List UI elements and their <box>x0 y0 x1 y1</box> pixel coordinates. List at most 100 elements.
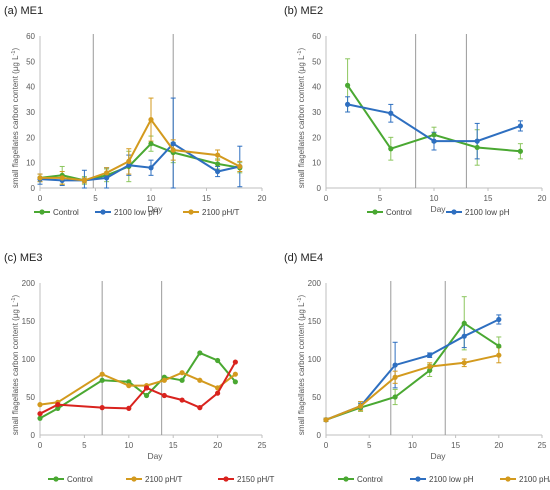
x-tick-label: 10 <box>147 194 156 203</box>
chart-title: (d) ME4 <box>284 252 323 264</box>
y-tick-label: 100 <box>22 355 36 364</box>
y-tick-label: 0 <box>317 184 322 193</box>
y-tick-label: 10 <box>312 159 321 168</box>
y-axis-label-main: small flagellates carbon content (µg L <box>11 55 20 188</box>
x-tick-label: 5 <box>378 194 383 203</box>
series-line-2100-ph-t <box>39 371 237 406</box>
data-point <box>357 403 364 409</box>
y-tick-label: 30 <box>312 108 321 117</box>
y-axis-label-tail: ) <box>297 48 306 51</box>
x-tick-label: 15 <box>169 441 178 450</box>
x-tick-label: 0 <box>324 441 329 450</box>
data-point <box>345 82 351 88</box>
data-point <box>431 138 437 144</box>
data-point <box>99 371 105 377</box>
data-point <box>392 374 398 380</box>
y-tick-label: 20 <box>26 133 35 142</box>
data-point <box>461 320 467 326</box>
x-tick-label: 20 <box>258 194 267 203</box>
x-axis-label: Day <box>147 451 163 461</box>
data-point <box>388 110 394 116</box>
x-tick-label: 15 <box>202 194 211 203</box>
x-tick-label: 20 <box>538 194 547 203</box>
data-point <box>55 405 61 411</box>
legend-swatch-marker <box>53 476 59 482</box>
data-point <box>215 168 221 175</box>
data-point <box>126 379 132 385</box>
legend-label: 2100 low pH <box>429 475 474 484</box>
y-axis-label: small flagellates carbon content (µg L-1… <box>297 295 306 436</box>
data-point <box>237 163 243 170</box>
y-axis-label-main: small flagellates carbon content (µg L <box>297 302 306 435</box>
data-point <box>215 152 221 158</box>
x-axis-label: Day <box>147 204 163 214</box>
x-tick-label: 15 <box>484 194 493 203</box>
data-point <box>517 123 524 129</box>
legend-label: 2100 pH/T <box>202 208 239 217</box>
y-tick-label: 40 <box>26 83 35 92</box>
y-axis-label-main: small flagellates carbon content (µg L <box>11 302 20 435</box>
legend-label: 2150 pH/T <box>237 475 274 484</box>
y-tick-label: 50 <box>26 57 35 66</box>
y-tick-label: 30 <box>26 108 35 117</box>
x-tick-label: 10 <box>408 441 417 450</box>
legend-swatch-marker <box>415 476 421 482</box>
legend-swatch-marker <box>451 209 457 215</box>
y-tick-label: 50 <box>312 393 321 402</box>
data-point <box>215 390 221 396</box>
x-tick-label: 15 <box>451 441 460 450</box>
data-point <box>179 397 185 403</box>
x-tick-label: 20 <box>494 441 503 450</box>
data-point <box>392 362 398 368</box>
data-point <box>179 377 185 383</box>
data-point <box>170 147 176 153</box>
data-point <box>474 138 480 144</box>
legend-swatch-marker <box>505 476 511 482</box>
data-point <box>431 132 437 138</box>
series-line-control <box>325 321 500 421</box>
series-line-control <box>39 142 240 182</box>
data-point <box>215 357 221 364</box>
data-point <box>37 415 43 421</box>
data-point <box>161 392 167 399</box>
data-point <box>517 148 524 154</box>
series-line-2150-ph-t <box>39 361 237 415</box>
data-point <box>126 405 132 411</box>
chart-title: (c) ME3 <box>4 252 43 264</box>
data-point <box>99 377 105 383</box>
chart-panel-1: (a) ME1 0 10 20 30 40 50 60 0 5 10 15 20 Day small fla… <box>4 5 267 217</box>
x-tick-label: 25 <box>538 441 547 450</box>
chart-title: (b) ME2 <box>284 5 323 17</box>
data-point <box>148 141 154 147</box>
data-point <box>126 158 132 164</box>
x-tick-label: 5 <box>82 441 87 450</box>
data-point <box>496 316 502 323</box>
data-point <box>161 377 167 383</box>
data-point <box>37 175 43 181</box>
y-tick-label: 60 <box>312 32 321 41</box>
data-point <box>104 175 110 181</box>
data-point <box>148 165 154 171</box>
x-tick-label: 0 <box>324 194 329 203</box>
legend-swatch-marker <box>372 209 378 215</box>
legend-swatch-marker <box>39 209 45 215</box>
y-tick-label: 10 <box>26 159 35 168</box>
y-axis-label-main: small flagellates carbon content (µg L <box>297 55 306 188</box>
x-tick-label: 10 <box>430 194 439 203</box>
y-axis-label-tail: ) <box>11 48 20 51</box>
data-point <box>37 402 43 408</box>
legend-label: 2100 pH/T <box>145 475 182 484</box>
data-point <box>81 177 87 183</box>
y-tick-label: 100 <box>308 355 322 364</box>
y-tick-label: 150 <box>308 317 322 326</box>
data-point <box>143 385 150 391</box>
chart-panel-2: (b) ME2 0 10 20 30 40 50 60 0 5 10 15 20 Day small fla… <box>284 5 547 217</box>
data-point <box>427 352 433 358</box>
data-point <box>126 162 132 168</box>
data-point <box>345 101 351 107</box>
data-point <box>197 377 203 383</box>
legend-label: 2100 low pH <box>114 208 159 217</box>
y-tick-label: 40 <box>312 83 321 92</box>
y-axis-label-sup: -1 <box>297 298 303 303</box>
